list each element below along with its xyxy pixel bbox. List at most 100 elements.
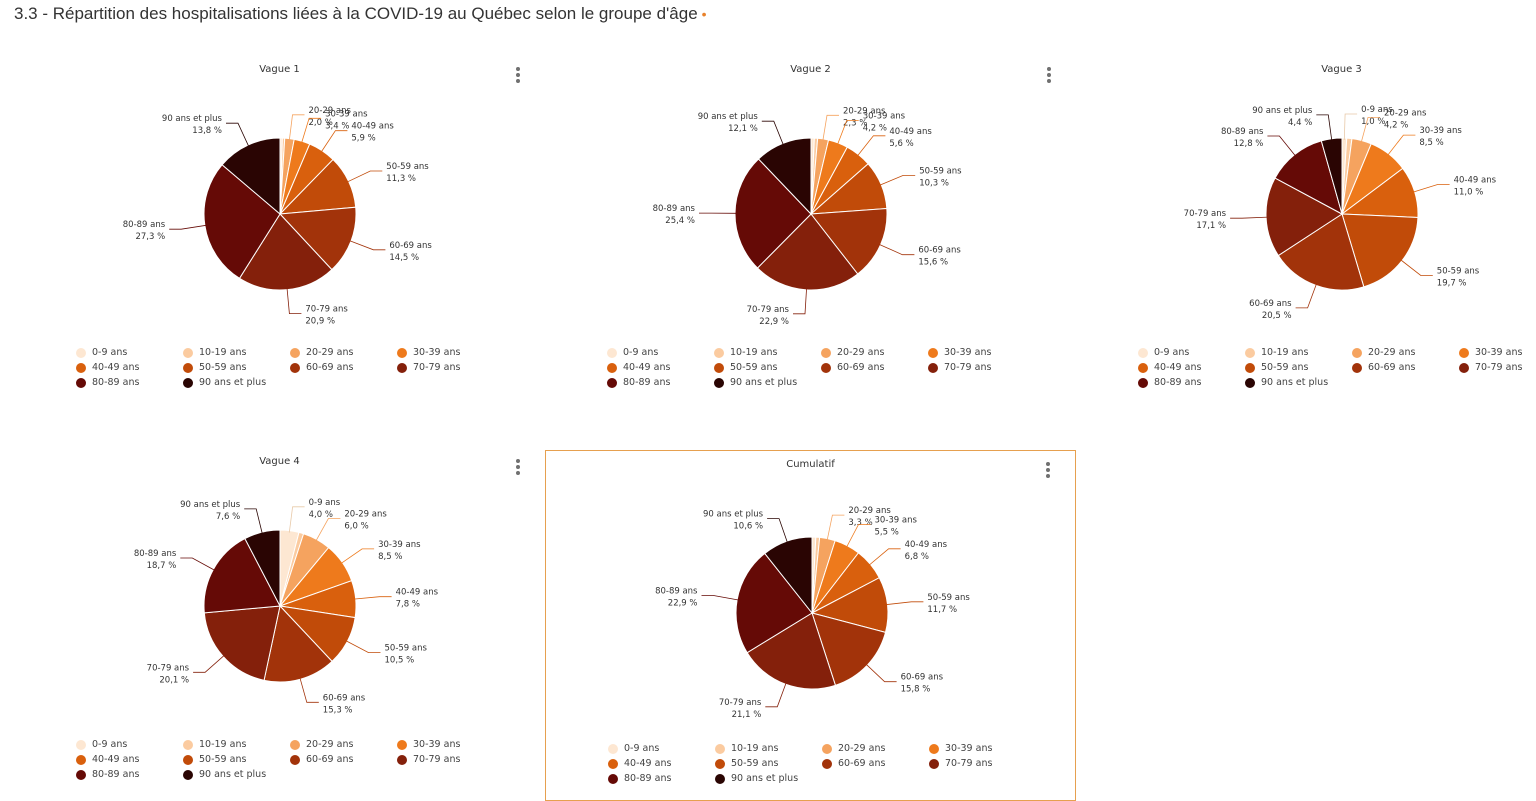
legend-item[interactable]: 60-69 ans (822, 758, 885, 769)
slice-value-label: 5,9 % (351, 134, 375, 144)
legend-item[interactable]: 20-29 ans (1352, 347, 1415, 358)
legend-item[interactable]: 30-39 ans (928, 347, 991, 358)
legend-item[interactable]: 70-79 ans (397, 754, 460, 765)
legend-item[interactable]: 0-9 ans (76, 347, 127, 358)
legend-label: 60-69 ans (838, 758, 886, 769)
legend-item[interactable]: 50-59 ans (183, 754, 246, 765)
legend-item[interactable]: 90 ans et plus (714, 377, 797, 388)
legend-item[interactable]: 40-49 ans (1138, 362, 1201, 373)
leader-line-4 (353, 596, 392, 600)
legend-swatch (290, 362, 300, 373)
legend-item[interactable]: 10-19 ans (183, 739, 246, 750)
kebab-menu-icon[interactable] (1044, 66, 1054, 84)
legend-item[interactable]: 60-69 ans (290, 362, 353, 373)
legend-item[interactable]: 0-9 ans (607, 347, 658, 358)
legend-item[interactable]: 10-19 ans (183, 347, 246, 358)
legend-item[interactable]: 70-79 ans (929, 758, 992, 769)
legend-item[interactable]: 90 ans et plus (183, 377, 266, 388)
legend-swatch (1459, 362, 1469, 373)
kebab-menu-icon[interactable] (1043, 461, 1053, 479)
legend-item[interactable]: 80-89 ans (1138, 377, 1201, 388)
slice-category-label: 30-39 ans (863, 112, 906, 122)
legend-item[interactable]: 70-79 ans (1459, 362, 1522, 373)
legend-item[interactable]: 0-9 ans (1138, 347, 1189, 358)
slice-category-label: 20-29 ans (1384, 108, 1427, 118)
legend-label: 30-39 ans (413, 347, 461, 358)
slice-category-label: 40-49 ans (396, 588, 439, 598)
legend-item[interactable]: 30-39 ans (397, 347, 460, 358)
legend-item[interactable]: 70-79 ans (397, 362, 460, 373)
legend-label: 70-79 ans (944, 362, 992, 373)
slice-value-label: 13,8 % (192, 126, 222, 136)
legend-label: 60-69 ans (837, 362, 885, 373)
legend-swatch (608, 773, 618, 784)
leader-line-7 (765, 682, 787, 708)
legend-item[interactable]: 80-89 ans (76, 769, 139, 780)
slice-value-label: 15,6 % (918, 258, 948, 268)
legend-item[interactable]: 40-49 ans (608, 758, 671, 769)
chart-panel-vague-4: Vague 4 0-9 ans 4,0 % 20-29 ans 6,0 % 30-39 … (14, 444, 545, 794)
slice-value-label: 3,3 % (848, 518, 872, 528)
leader-line-3 (340, 548, 375, 565)
legend-item[interactable]: 80-89 ans (608, 773, 671, 784)
legend-label: 90 ans et plus (1261, 377, 1329, 388)
kebab-menu-icon[interactable] (513, 458, 523, 476)
legend-item[interactable]: 30-39 ans (929, 743, 992, 754)
legend-item[interactable]: 70-79 ans (928, 362, 991, 373)
legend-item[interactable]: 0-9 ans (608, 743, 659, 754)
legend-item[interactable]: 20-29 ans (822, 743, 885, 754)
legend-swatch (290, 754, 300, 765)
legend-item[interactable]: 10-19 ans (1245, 347, 1308, 358)
legend-item[interactable]: 80-89 ans (607, 377, 670, 388)
leader-line-6 (348, 240, 386, 251)
legend-item[interactable]: 50-59 ans (714, 362, 777, 373)
legend-swatch (608, 743, 618, 754)
legend-item[interactable]: 90 ans et plus (183, 769, 266, 780)
legend-label: 80-89 ans (624, 773, 672, 784)
legend-item[interactable]: 60-69 ans (821, 362, 884, 373)
legend-item[interactable]: 40-49 ans (607, 362, 670, 373)
leader-line-2 (822, 114, 839, 142)
legend-item[interactable]: 80-89 ans (76, 377, 139, 388)
legend-swatch (822, 743, 832, 754)
legend-item[interactable]: 60-69 ans (290, 754, 353, 765)
legend-swatch (1138, 347, 1148, 358)
legend-item[interactable]: 30-39 ans (1459, 347, 1522, 358)
legend-label: 70-79 ans (413, 362, 461, 373)
legend-item[interactable]: 20-29 ans (290, 739, 353, 750)
kebab-menu-icon[interactable] (513, 66, 523, 84)
legend-label: 0-9 ans (624, 743, 660, 754)
legend-swatch (821, 347, 831, 358)
legend-label: 20-29 ans (306, 347, 354, 358)
legend-label: 90 ans et plus (199, 377, 267, 388)
legend-item[interactable]: 60-69 ans (1352, 362, 1415, 373)
slice-category-label: 70-79 ans (305, 305, 348, 315)
legend-item[interactable]: 40-49 ans (76, 754, 139, 765)
legend-label: 60-69 ans (306, 754, 354, 765)
legend-item[interactable]: 30-39 ans (397, 739, 460, 750)
slice-value-label: 2,0 % (309, 118, 333, 128)
legend-item[interactable]: 20-29 ans (290, 347, 353, 358)
legend-item[interactable]: 10-19 ans (714, 347, 777, 358)
slice-value-label: 4,2 % (1384, 120, 1408, 130)
pie-chart: 20-29 ans 2,3 %30-39 ans 4,2 % 40-49 ans 5,6… (653, 106, 963, 326)
slice-value-label: 12,8 % (1234, 139, 1264, 149)
legend-item[interactable]: 40-49 ans (76, 362, 139, 373)
pie-chart: 20-29 ans 3,3 % 30-39 ans 5,5 % 40-49 ans 6,8… (655, 506, 970, 720)
legend-item[interactable]: 90 ans et plus (1245, 377, 1328, 388)
legend-item[interactable]: 50-59 ans (715, 758, 778, 769)
legend-item[interactable]: 50-59 ans (183, 362, 246, 373)
legend-item[interactable]: 90 ans et plus (715, 773, 798, 784)
slice-value-label: 7,8 % (396, 600, 420, 610)
leader-line-3 (301, 117, 322, 144)
pie-chart: 0-9 ans 1,0 %20-29 ans 4,2 % 30-39 ans 8,5 %… (1184, 105, 1497, 321)
legend-item[interactable]: 0-9 ans (76, 739, 127, 750)
legend-item[interactable]: 50-59 ans (1245, 362, 1308, 373)
legend-swatch (397, 347, 407, 358)
slice-value-label: 4,0 % (309, 510, 333, 520)
chart-title: Cumulatif (786, 459, 835, 470)
legend-swatch (1352, 362, 1362, 373)
legend-label: 0-9 ans (623, 347, 659, 358)
legend-item[interactable]: 20-29 ans (821, 347, 884, 358)
legend-item[interactable]: 10-19 ans (715, 743, 778, 754)
